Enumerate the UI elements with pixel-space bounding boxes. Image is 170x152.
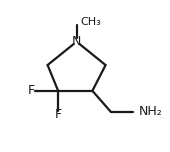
Text: F: F: [28, 84, 35, 97]
Text: CH₃: CH₃: [81, 17, 101, 27]
Text: F: F: [55, 108, 62, 121]
Text: N: N: [72, 35, 81, 48]
Text: NH₂: NH₂: [139, 105, 162, 118]
